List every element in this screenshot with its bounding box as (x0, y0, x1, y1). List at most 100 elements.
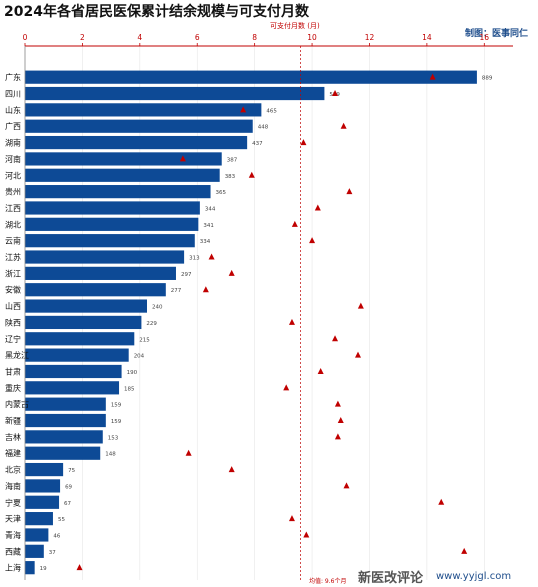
value-label-18: 190 (127, 370, 138, 376)
x2-axis-label: 可支付月数 (月) (270, 21, 320, 30)
x2-tick-label-7: 14 (422, 33, 432, 42)
value-label-27: 55 (58, 517, 65, 523)
month-marker-16 (332, 335, 339, 342)
y-label-4: 湖南 (5, 138, 21, 148)
y-label-2: 山东 (5, 105, 21, 115)
month-marker-8 (314, 204, 321, 211)
y-label-22: 吉林 (5, 432, 21, 442)
y-label-30: 上海 (5, 563, 21, 573)
bar-27 (25, 512, 53, 526)
bar-6 (25, 168, 220, 182)
value-label-26: 67 (64, 501, 71, 507)
x2-tick-label-1: 2 (80, 33, 85, 42)
month-marker-19 (283, 384, 290, 391)
y-label-8: 江西 (5, 204, 21, 213)
y-label-23: 福建 (5, 448, 21, 458)
bar-1 (25, 86, 325, 101)
value-label-24: 75 (68, 468, 75, 474)
value-label-2: 465 (266, 108, 277, 114)
bar-3 (25, 119, 253, 133)
bar-0 (25, 70, 477, 84)
y-label-11: 江苏 (5, 252, 21, 262)
bar-15 (25, 315, 142, 330)
bars (25, 70, 477, 575)
y-label-16: 辽宁 (5, 334, 21, 344)
bar-2 (25, 103, 262, 117)
bar-29 (25, 544, 44, 558)
y-label-6: 河北 (5, 170, 21, 180)
month-marker-20 (334, 400, 341, 407)
x2-tick-label-2: 4 (137, 33, 142, 42)
month-marker-3 (340, 122, 347, 129)
bar-23 (25, 446, 101, 460)
month-marker-1 (332, 90, 339, 97)
y-label-3: 广西 (5, 121, 21, 131)
x2-tick-label-6: 12 (365, 33, 375, 42)
month-marker-4 (300, 139, 307, 146)
y-label-18: 甘肃 (5, 366, 21, 376)
month-marker-5 (179, 155, 186, 162)
month-marker-14 (357, 302, 364, 309)
value-label-12: 297 (181, 272, 192, 278)
value-label-9: 341 (203, 223, 214, 229)
month-marker-9 (291, 220, 298, 227)
value-label-3: 448 (258, 125, 269, 131)
month-marker-0 (429, 73, 436, 80)
y-label-7: 贵州 (5, 187, 21, 197)
y-label-27: 天津 (5, 514, 21, 524)
month-marker-22 (334, 433, 341, 440)
month-marker-6 (248, 171, 255, 178)
y-label-5: 河南 (5, 154, 21, 164)
y-label-25: 海南 (5, 481, 21, 491)
bar-22 (25, 430, 103, 444)
y-label-10: 云南 (5, 236, 21, 246)
x2-tick-label-5: 10 (307, 33, 317, 42)
bar-13 (25, 283, 166, 297)
month-markers (76, 73, 468, 571)
bar-20 (25, 397, 106, 411)
value-label-15: 229 (146, 321, 157, 327)
month-marker-23 (185, 449, 192, 456)
bar-12 (25, 266, 176, 280)
month-marker-17 (354, 351, 361, 358)
month-marker-28 (303, 531, 310, 538)
y-label-14: 山西 (5, 301, 21, 311)
y-label-21: 新疆 (5, 416, 21, 426)
bar-28 (25, 528, 49, 542)
y-label-24: 北京 (5, 465, 21, 475)
month-marker-13 (202, 286, 209, 293)
y-label-0: 广东 (5, 72, 21, 82)
value-label-8: 344 (205, 206, 216, 212)
value-label-14: 240 (152, 305, 163, 311)
month-marker-11 (208, 253, 215, 260)
y-label-17: 黑龙江 (5, 350, 29, 360)
value-label-11: 313 (189, 256, 200, 262)
value-label-21: 159 (111, 419, 122, 425)
bar-10 (25, 234, 195, 248)
value-label-30: 19 (40, 566, 47, 572)
bar-14 (25, 299, 147, 313)
month-marker-18 (317, 367, 324, 374)
value-label-7: 365 (216, 190, 227, 196)
month-marker-29 (461, 547, 468, 554)
value-label-4: 437 (252, 141, 263, 147)
y-label-19: 重庆 (5, 383, 21, 393)
month-marker-7 (346, 188, 353, 195)
month-marker-25 (343, 482, 350, 489)
y-label-13: 安徽 (5, 285, 21, 295)
credit-label: 制图：医事同仁 (464, 29, 528, 39)
value-label-29: 37 (49, 550, 56, 556)
value-label-0: 889 (482, 76, 493, 82)
bar-5 (25, 152, 222, 166)
value-label-6: 383 (225, 174, 236, 180)
month-marker-2 (240, 106, 247, 113)
value-label-13: 277 (171, 288, 182, 294)
bar-9 (25, 217, 199, 231)
bar-30 (25, 561, 35, 575)
value-label-25: 69 (65, 484, 72, 490)
value-label-5: 387 (227, 157, 238, 163)
x2-tick-label-4: 8 (252, 33, 257, 42)
y-label-28: 青海 (5, 530, 21, 540)
month-marker-12 (228, 269, 235, 276)
